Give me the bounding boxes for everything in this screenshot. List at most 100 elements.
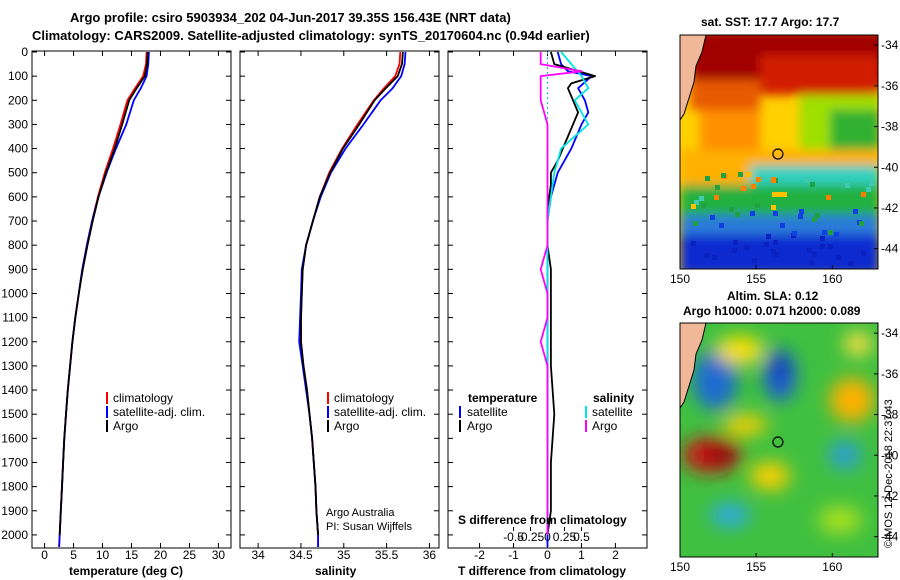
x-tick-label: -2: [474, 548, 485, 562]
depth-tick-label: 1100: [2, 311, 28, 325]
x-tick-label: 1: [578, 548, 585, 562]
x-tick-label: 34.5: [289, 548, 313, 562]
map-y-tick-label: -38: [881, 120, 899, 134]
sst-pixel: [755, 203, 760, 208]
sst-map-frame: [679, 34, 879, 270]
title-line-2: Climatology: CARS2009. Satellite-adjuste…: [32, 28, 590, 43]
temperature-xlabel: temperature (deg C): [69, 564, 183, 578]
float-position-marker: [772, 148, 784, 160]
sst-pixel: [729, 207, 734, 212]
s-tick-label: -0.5: [503, 530, 524, 544]
sst-pixel: [772, 192, 777, 197]
sla-blob-yellow-south: [750, 462, 790, 490]
sst-pixel: [744, 245, 749, 250]
map-y-tick-label: -34: [881, 38, 899, 52]
difference-profiles: [539, 51, 596, 547]
sla-blob-deep-blue: [774, 357, 786, 377]
map-y-tick-label: -42: [881, 489, 899, 503]
sst-pixel: [774, 252, 779, 257]
sst-pixel: [807, 248, 812, 253]
series-line-argo: [58, 51, 149, 535]
salinity-axes-frame: [239, 50, 440, 549]
depth-tick-label: 500: [8, 166, 28, 180]
series-line-t-argo: [546, 51, 596, 536]
depth-tick-label: 900: [8, 262, 28, 276]
sst-field: [680, 35, 878, 269]
map-y-tick-label: -34: [881, 326, 899, 340]
legend-climatology-label: climatology: [113, 391, 173, 405]
depth-tick-label: 2000: [1, 528, 28, 542]
s-tick-label: 0.5: [573, 530, 590, 544]
difference-depth-ticks: [448, 51, 647, 536]
sla-blob-orange-east: [830, 378, 874, 422]
sst-pixel: [694, 200, 699, 205]
sst-pixel: [735, 212, 740, 217]
legend-argo-label: Argo: [334, 419, 360, 433]
x-tick-label: 36: [423, 548, 437, 562]
x-tick-label: 10: [96, 548, 110, 562]
depth-tick-label: 800: [8, 238, 28, 252]
sst-pixel: [715, 185, 720, 190]
t-difference-x-axis: -2 -1 0 1 2: [474, 51, 619, 562]
sst-pixel: [773, 211, 778, 216]
sst-pixel: [836, 255, 841, 260]
legend-satellite-label: satellite-adj. clim.: [113, 405, 205, 419]
sst-map-panel: sat. SST: 17.7 Argo: 17.7 150 155 160 -34 -3…: [670, 15, 899, 286]
imos-watermark: ©IMOS 12-Dec-2018 22:37:43: [883, 399, 895, 548]
depth-tick-label: 1000: [1, 286, 28, 300]
map-y-tick-label: -40: [881, 448, 899, 462]
sst-pixel: [845, 183, 850, 188]
sst-map-title: sat. SST: 17.7 Argo: 17.7: [701, 15, 840, 29]
sst-pixel: [714, 195, 719, 200]
sst-color-patches: [680, 35, 878, 269]
temperature-profiles: [58, 51, 150, 548]
salinity-legend: climatology satellite-adj. clim. Argo: [327, 391, 426, 433]
salinity-profiles: [298, 51, 407, 547]
difference-legend-salinity: salinity satellite Argo: [585, 391, 635, 433]
depth-tick-label: 300: [8, 117, 28, 131]
temperature-axes-frame: [31, 50, 232, 549]
x-tick-label: 34: [251, 548, 265, 562]
sst-pixel: [792, 231, 797, 236]
sst-map-axes: 150 155 160 -34 -36 -38 -40 -42 -44: [670, 38, 899, 286]
sst-pixel: [820, 244, 825, 249]
depth-tick-label: 1300: [1, 359, 28, 373]
legend-s-satellite-label: satellite: [592, 405, 633, 419]
sst-pixel: [738, 172, 743, 177]
depth-tick-label: 200: [8, 93, 28, 107]
sst-pixel: [766, 234, 771, 239]
sst-pixel: [782, 192, 787, 197]
x-tick-label: 25: [183, 548, 197, 562]
salinity-x-axis: 34 34.5 35 35.5 36: [251, 51, 436, 562]
legend-climatology-label: climatology: [334, 391, 394, 405]
sla-blob-cyan-east: [829, 441, 861, 469]
x-tick-label: -1: [508, 548, 519, 562]
sst-pixel: [815, 213, 820, 218]
sst-pixel: [771, 177, 776, 182]
sst-patch-red-east: [760, 55, 878, 95]
depth-tick-label: 700: [8, 214, 28, 228]
sst-pixel: [809, 260, 814, 265]
sst-pixel: [777, 192, 782, 197]
depth-tick-label: 1800: [1, 480, 28, 494]
map-y-tick-label: -38: [881, 408, 899, 422]
sst-pixel: [828, 244, 833, 249]
sst-pixel: [719, 223, 724, 228]
sst-pixel: [805, 178, 810, 183]
difference-panel: -2 -1 0 1 2 -0.5-0.25 00.250.5 T difference f…: [447, 50, 648, 578]
sst-pixel: [771, 249, 776, 254]
sla-map-axes: 150 155 160 -34 -36 -38 -40 -42 -44: [670, 326, 899, 574]
x-tick-label: 15: [125, 548, 139, 562]
series-line-argo: [300, 51, 404, 535]
depth-axis: 0 100 200 300 400 500 600 700 800 900 1000 1100 1200…: [1, 45, 231, 542]
map-x-tick-label: 155: [746, 560, 766, 574]
sst-pixel: [750, 211, 755, 216]
australia-coast-sla: [680, 323, 707, 409]
credit-line-2: PI: Susan Wijffels: [326, 521, 412, 533]
map-x-tick-label: 160: [822, 272, 842, 286]
sst-pixel: [732, 248, 737, 253]
map-x-tick-label: 155: [746, 272, 766, 286]
legend-argo-label: Argo: [113, 419, 139, 433]
sla-blob-cyan-sw: [710, 503, 750, 527]
